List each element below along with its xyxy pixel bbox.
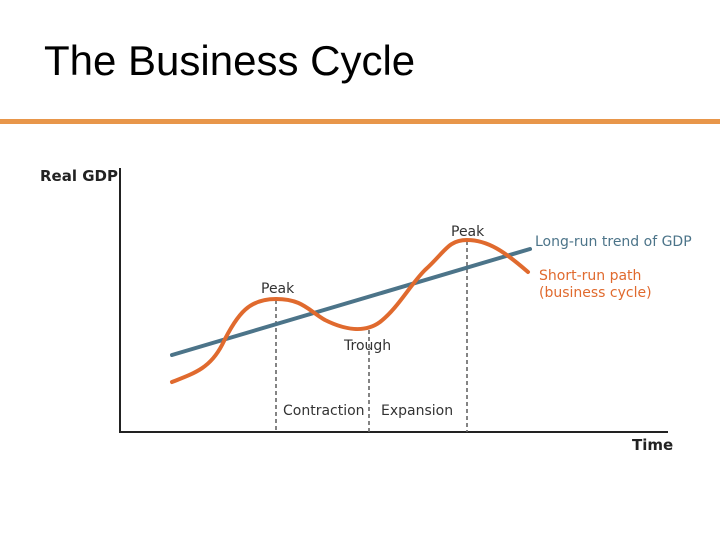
- y-axis-label: Real GDP: [40, 167, 118, 185]
- long-run-trend-line: [170, 247, 532, 357]
- path-line-label-2: (business cycle): [539, 285, 652, 301]
- path-line-label-1: Short-run path: [539, 268, 641, 284]
- trend-line-label: Long-run trend of GDP: [535, 234, 692, 250]
- peak-right-label: Peak: [451, 224, 485, 240]
- contraction-label: Contraction: [283, 403, 365, 419]
- peak-left-label: Peak: [261, 281, 295, 297]
- x-axis-label: Time: [632, 436, 673, 454]
- short-run-path-line: [170, 237, 530, 384]
- slide-title: The Business Cycle: [44, 37, 416, 84]
- trough-label: Trough: [343, 338, 391, 354]
- expansion-label: Expansion: [381, 403, 453, 419]
- title-divider: [0, 119, 720, 124]
